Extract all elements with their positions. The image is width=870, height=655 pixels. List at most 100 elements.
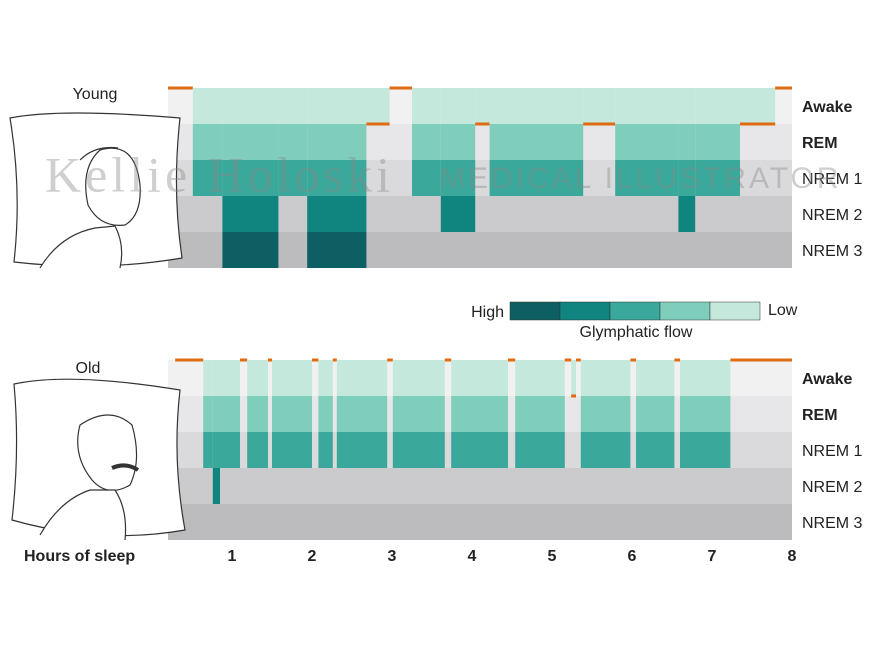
- sleep-fill: [695, 160, 740, 196]
- stage-label: NREM 1: [802, 443, 863, 460]
- sleep-fill: [489, 88, 584, 124]
- hair: [79, 146, 119, 161]
- sleep-fill: [680, 360, 731, 396]
- sleep-fill: [247, 360, 268, 396]
- sleep-fill: [336, 432, 388, 468]
- sleep-fill: [278, 124, 308, 160]
- panel-label: Young: [73, 86, 118, 103]
- x-tick-label: 7: [708, 548, 717, 565]
- sleep-fill: [220, 432, 240, 468]
- stage-label: NREM 1: [802, 171, 863, 188]
- sleep-fill: [222, 160, 279, 196]
- charts: Awake REM NREM 1 NREM 2 NREM 3 Awake REM NREM 1…: [168, 86, 863, 540]
- sleep-fill: [580, 396, 631, 432]
- sleep-fill: [307, 196, 367, 232]
- sleep-fill: [583, 88, 616, 124]
- sleep-fill: [571, 360, 576, 396]
- sleep-fill: [695, 124, 740, 160]
- shoulder: [39, 225, 123, 269]
- x-tick-label: 2: [308, 548, 317, 565]
- sleep-fill: [336, 396, 388, 432]
- watermark-name: Kellie Holoski: [45, 146, 394, 202]
- legend-high: High: [471, 304, 504, 321]
- shoulder: [39, 489, 127, 541]
- sleep-fill: [440, 88, 476, 124]
- sleep-fill: [203, 360, 213, 396]
- stage-band: [168, 504, 792, 540]
- legend-swatch: [509, 301, 561, 321]
- sleep-fill: [212, 432, 220, 468]
- sleep-fill: [272, 396, 312, 432]
- panel-label: Old: [76, 360, 101, 377]
- sleep-fill: [440, 124, 476, 160]
- sleep-fill: [678, 196, 696, 232]
- sleep-fill: [212, 396, 220, 432]
- sleep-fill: [412, 160, 441, 196]
- sleep-fill: [636, 360, 675, 396]
- sleep-fill: [451, 396, 508, 432]
- sleep-fill: [318, 360, 333, 396]
- x-tick-label: 8: [788, 548, 797, 565]
- legend-swatch: [609, 301, 661, 321]
- watermark-role: MEDICAL ILLUSTRATOR: [440, 162, 842, 195]
- sleep-fill: [515, 360, 565, 396]
- sleep-fill: [222, 196, 279, 232]
- sleep-fill: [680, 432, 731, 468]
- stage-label: REM: [802, 407, 838, 424]
- x-tick-label: 5: [548, 548, 557, 565]
- sleep-fill: [222, 88, 279, 124]
- stage-label: NREM 3: [802, 515, 863, 532]
- moustache: [111, 463, 140, 472]
- sleep-fill: [392, 432, 445, 468]
- x-tick-label: 3: [388, 548, 397, 565]
- sleep-fill: [318, 432, 333, 468]
- sleep-fill: [451, 360, 508, 396]
- legend: High Low Glymphatic flow: [471, 301, 798, 341]
- sleep-fill: [272, 360, 312, 396]
- sleep-fill: [278, 160, 308, 196]
- legend-swatch: [709, 301, 761, 321]
- sleep-fill: [222, 124, 279, 160]
- sleep-fill: [247, 432, 268, 468]
- sleep-fill: [222, 232, 279, 268]
- sleep-fill: [636, 396, 675, 432]
- x-tick-label: 4: [468, 548, 477, 565]
- old-sleeper: [11, 378, 186, 541]
- sleep-fill: [318, 396, 333, 432]
- legend-low: Low: [768, 302, 798, 319]
- legend-swatch: [659, 301, 711, 321]
- x-tick-label: 6: [628, 548, 637, 565]
- sleep-fill: [412, 88, 441, 124]
- sleep-fill: [489, 124, 584, 160]
- legend-title: Glymphatic flow: [580, 324, 693, 341]
- stage-label: NREM 3: [802, 243, 863, 260]
- head: [77, 414, 138, 491]
- sleep-fill: [678, 124, 696, 160]
- sleep-fill: [678, 88, 696, 124]
- sleep-fill: [220, 360, 240, 396]
- sleep-fill: [220, 396, 240, 432]
- young-sleeper: [9, 112, 183, 269]
- sleep-fill: [192, 88, 223, 124]
- x-tick-label: 1: [228, 548, 237, 565]
- sleep-fill: [475, 88, 490, 124]
- sleep-fill: [451, 432, 508, 468]
- sleep-fill: [515, 396, 565, 432]
- sleep-fill: [307, 88, 367, 124]
- sleep-fill: [336, 360, 388, 396]
- sleep-fill: [440, 160, 476, 196]
- sleep-fill: [489, 160, 584, 196]
- head: [85, 147, 141, 226]
- stage-label: REM: [802, 135, 838, 152]
- sleep-fill: [740, 88, 776, 124]
- sleep-fill: [392, 396, 445, 432]
- sleep-fill: [615, 88, 679, 124]
- sleep-fill: [636, 432, 675, 468]
- sleep-fill: [212, 360, 220, 396]
- sleep-fill: [366, 88, 390, 124]
- sleep-fill: [307, 160, 367, 196]
- sleep-fill: [580, 360, 631, 396]
- sleep-fill: [580, 432, 631, 468]
- sleep-fill: [392, 360, 445, 396]
